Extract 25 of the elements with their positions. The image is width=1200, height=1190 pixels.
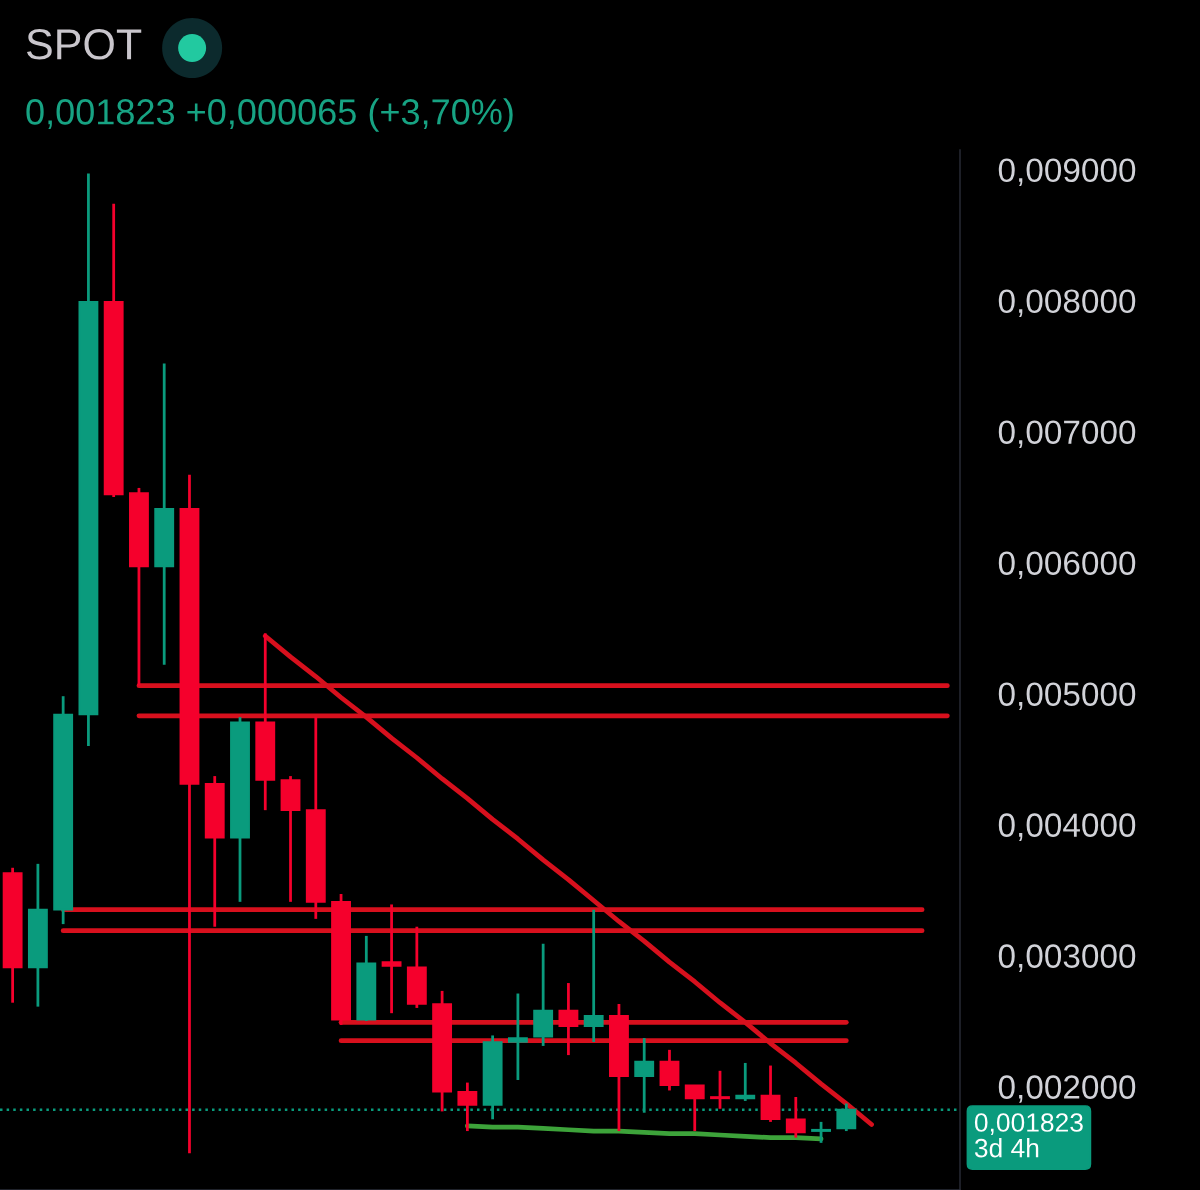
candlestick — [634, 1036, 655, 1115]
candlestick — [381, 903, 402, 1015]
candlestick — [735, 1061, 756, 1103]
candlestick — [684, 1083, 705, 1133]
candlestick — [457, 1081, 478, 1133]
y-tick-label: 0,003000 — [998, 944, 1136, 972]
candlestick — [507, 992, 528, 1082]
y-tick-label: 0,002000 — [998, 1075, 1136, 1103]
chart-title: SPOT — [26, 29, 142, 60]
candlestick — [785, 1095, 806, 1139]
chart-subtitle: 0,001823 +0,000065 (+3,70%) — [26, 98, 513, 132]
candlestick — [760, 1064, 781, 1124]
candlestick — [659, 1048, 680, 1092]
y-tick-label: 0,007000 — [998, 420, 1136, 448]
ref-line-label: 0,001823 3d 4h — [974, 1113, 1083, 1158]
candlestick — [558, 981, 579, 1057]
y-tick-label: 0,006000 — [998, 551, 1136, 579]
y-tick-label: 0,005000 — [998, 682, 1136, 710]
candlestick — [811, 1120, 831, 1145]
y-tick-label: 0,008000 — [998, 289, 1136, 317]
y-tick-label: 0,009000 — [998, 158, 1136, 186]
candlestick — [710, 1069, 730, 1111]
line-series — [465, 1123, 824, 1142]
candlestick — [583, 908, 604, 1044]
y-tick-label: 0,004000 — [998, 813, 1136, 841]
